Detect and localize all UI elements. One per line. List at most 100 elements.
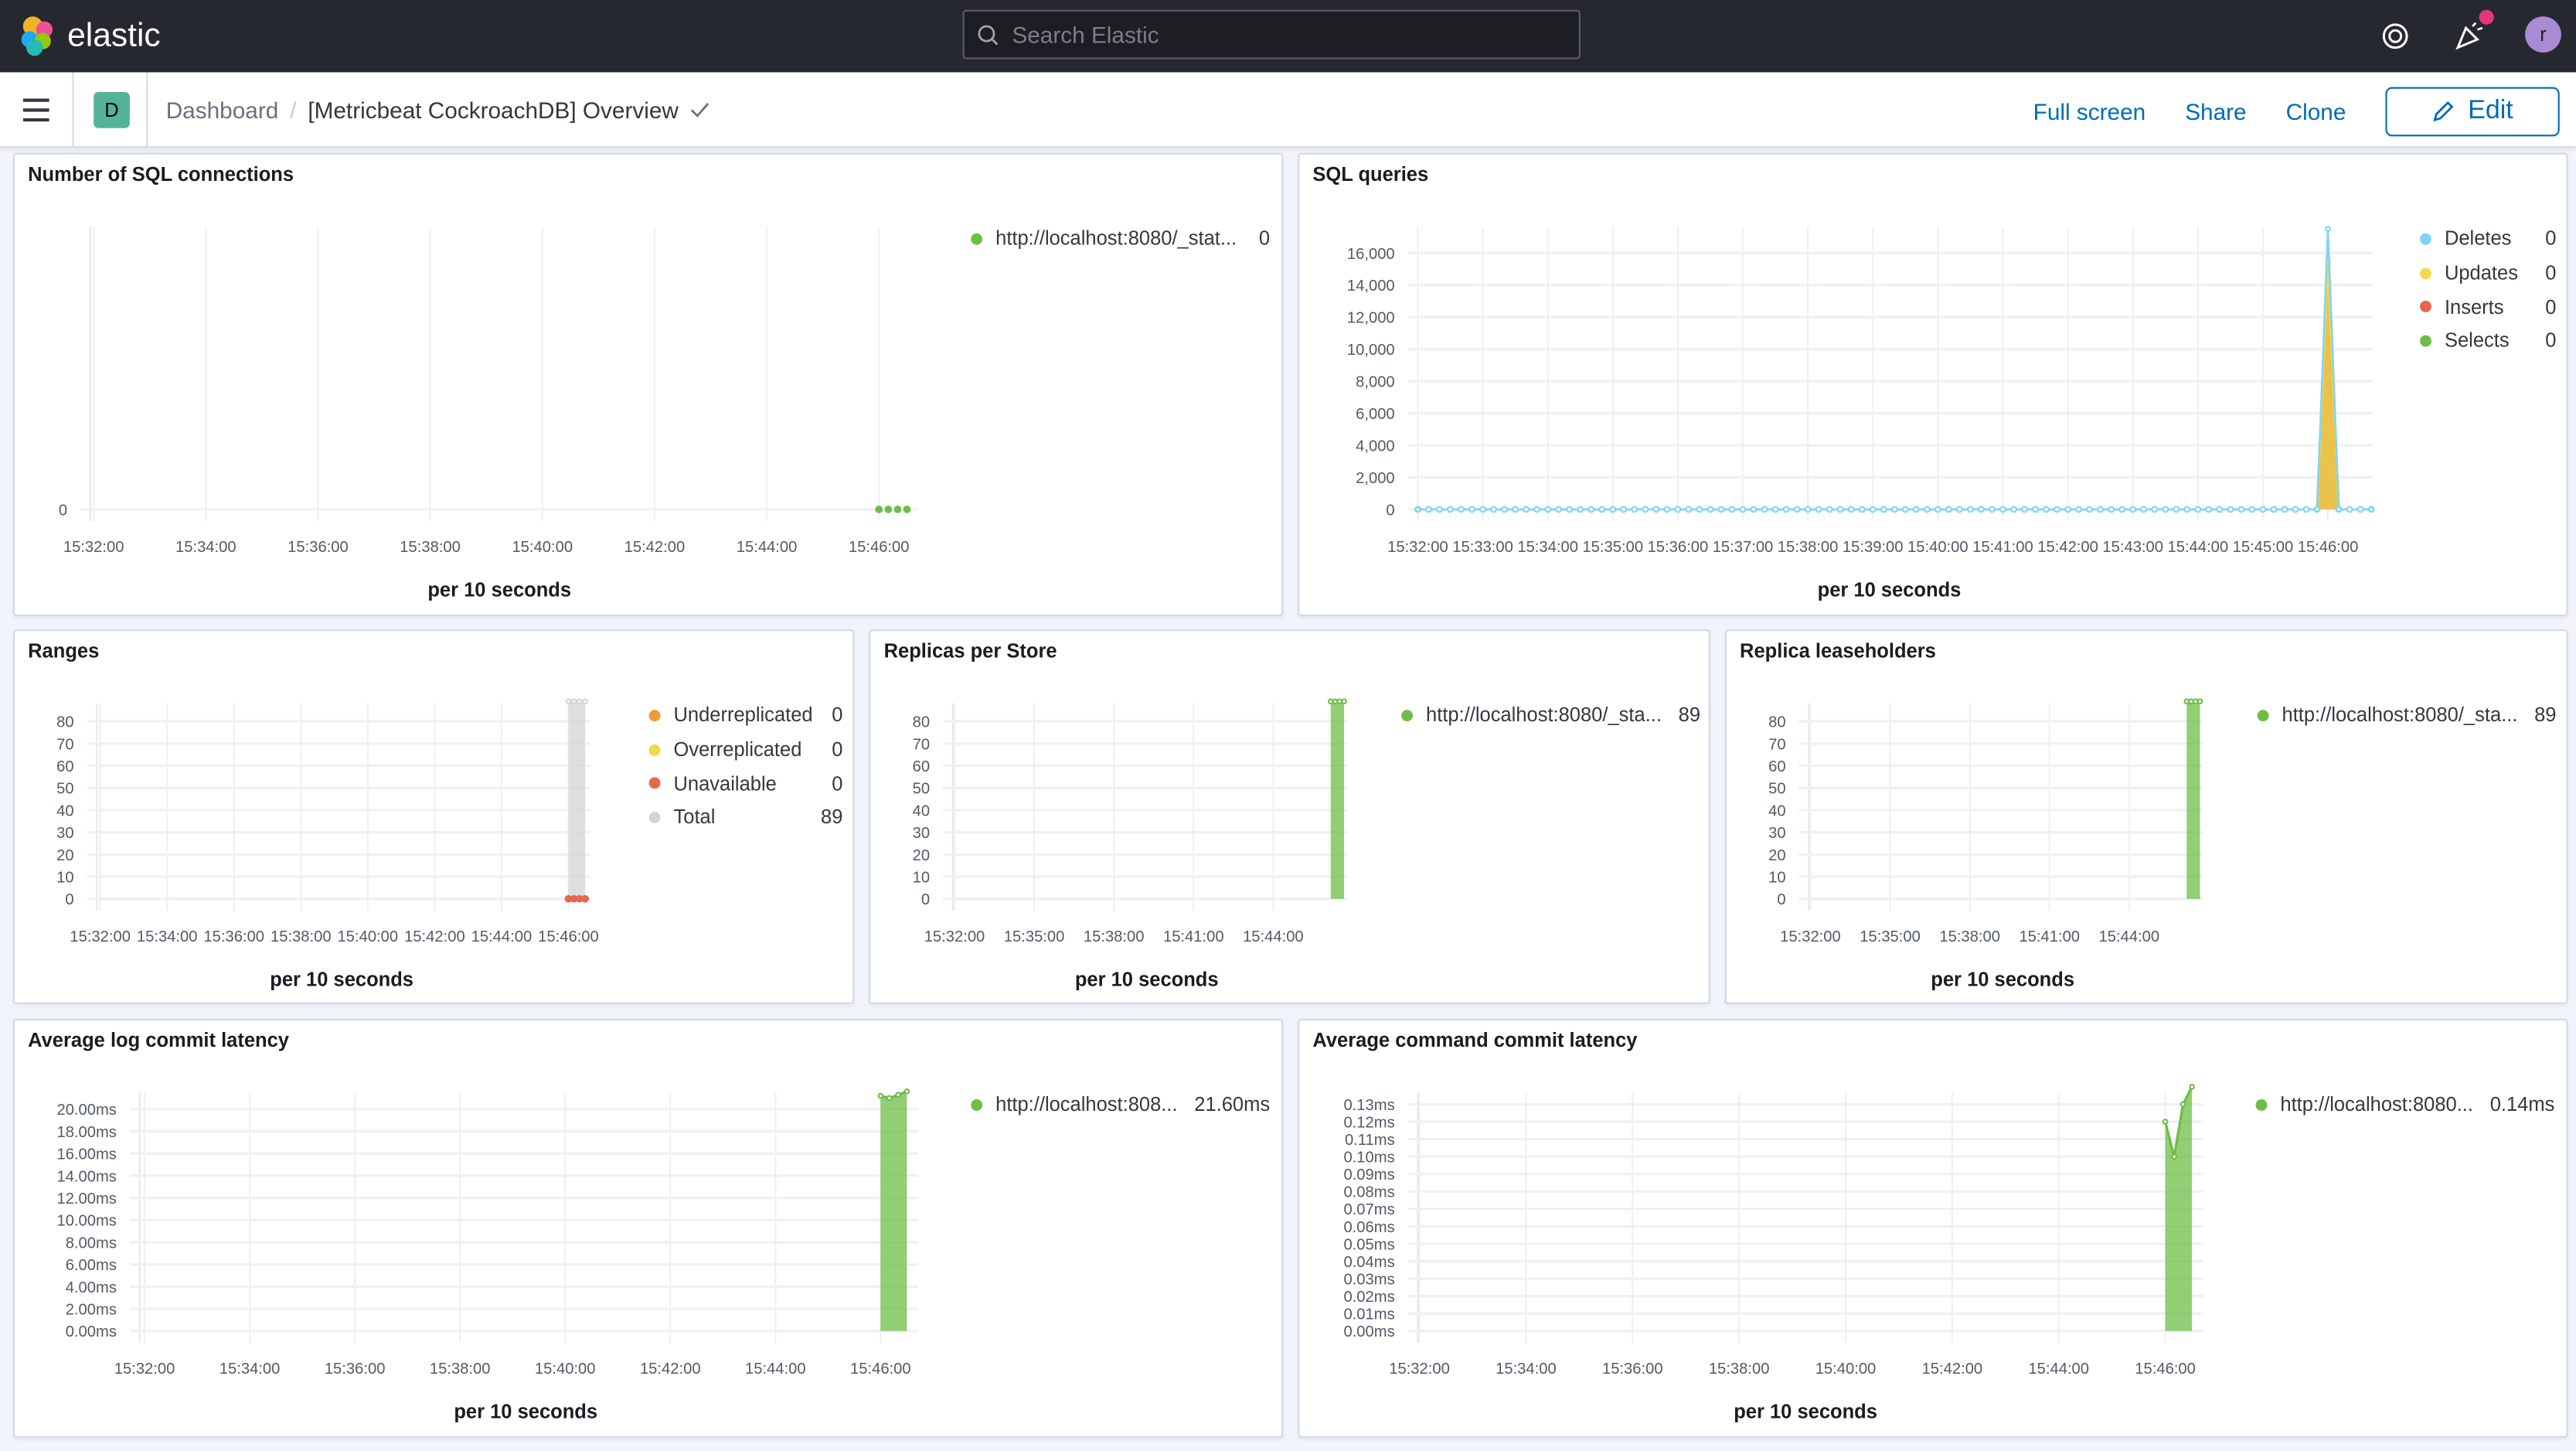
breadcrumb-dashboard[interactable]: Dashboard: [165, 97, 279, 124]
data-point: [1934, 506, 1941, 513]
legend-item[interactable]: http://localhost:808... 21.60ms: [971, 1088, 1270, 1122]
legend-value: 0: [2545, 329, 2557, 353]
user-avatar[interactable]: r: [2525, 16, 2561, 53]
legend: http://localhost:8080/_stat... 0: [971, 222, 1270, 256]
x-tick-label: 15:42:00: [1922, 1361, 1983, 1378]
data-point: [1566, 506, 1574, 513]
legend-color-dot-icon: [971, 233, 983, 245]
legend-item[interactable]: Total 89: [648, 800, 842, 834]
legend-label: http://localhost:8080/_sta...: [2282, 703, 2518, 727]
y-tick-label: 50: [913, 781, 930, 798]
y-tick-label: 8,000: [1356, 374, 1395, 391]
data-point: [1512, 506, 1519, 513]
search-bar[interactable]: [962, 9, 1581, 60]
legend: Deletes 0 Updates 0 Inserts 0 Selects 0: [2420, 222, 2556, 358]
data-point: [2162, 506, 2169, 513]
x-tick-label: 15:36:00: [1648, 539, 1709, 556]
y-tick-label: 18.00ms: [56, 1124, 116, 1141]
x-tick-label: 15:34:00: [1517, 539, 1578, 556]
y-tick-label: 6.00ms: [66, 1257, 117, 1274]
x-tick-label: 15:37:00: [1713, 539, 1774, 556]
data-point: [2248, 506, 2256, 513]
legend-item[interactable]: Underreplicated 0: [648, 698, 842, 732]
edit-label: Edit: [2468, 97, 2513, 125]
x-tick-label: 15:35:00: [1004, 928, 1065, 945]
newsfeed-icon[interactable]: [2453, 20, 2486, 53]
space-avatar[interactable]: D: [94, 92, 130, 128]
legend-color-dot-icon: [648, 811, 661, 823]
y-tick-label: 8.00ms: [66, 1235, 117, 1252]
y-tick-label: 30: [1768, 825, 1785, 842]
data-point: [2270, 506, 2278, 513]
y-tick-label: 0.01ms: [1343, 1306, 1394, 1323]
panel-title: SQL queries: [1312, 162, 1429, 186]
data-point: [877, 1092, 884, 1099]
x-tick-label: 15:32:00: [70, 928, 131, 945]
x-tick-label: 15:40:00: [1907, 539, 1969, 556]
help-icon[interactable]: [2379, 20, 2412, 53]
data-point: [1577, 506, 1584, 513]
data-point: [1826, 506, 1833, 513]
data-point: [2346, 506, 2353, 513]
data-point: [1652, 506, 1660, 513]
y-tick-label: 60: [913, 758, 930, 775]
legend: http://localhost:8080/_sta... 89: [1401, 698, 1700, 732]
y-tick-label: 50: [1768, 781, 1785, 798]
clone-button[interactable]: Clone: [2285, 98, 2346, 125]
menu-icon[interactable]: [22, 98, 49, 122]
data-point: [2054, 506, 2061, 513]
data-point: [1587, 506, 1595, 513]
legend-value: 0: [2545, 227, 2557, 250]
dashboard-navbar: D Dashboard / [Metricbeat CockroachDB] O…: [0, 72, 2576, 148]
search-input[interactable]: [1012, 21, 1538, 48]
full-screen-button[interactable]: Full screen: [2033, 98, 2146, 125]
data-point: [1696, 506, 1703, 513]
data-point: [1977, 506, 1985, 513]
y-tick-label: 2.00ms: [66, 1302, 117, 1319]
data-point: [1761, 506, 1768, 513]
legend-item[interactable]: http://localhost:8080/_sta... 89: [2257, 698, 2556, 732]
y-tick-label: 0.11ms: [1345, 1132, 1395, 1149]
y-tick-label: 20: [913, 847, 930, 864]
data-point: [1609, 506, 1617, 513]
legend-item[interactable]: Inserts 0: [2420, 290, 2556, 324]
legend-item[interactable]: http://localhost:8080/_sta... 89: [1401, 698, 1700, 732]
edit-button[interactable]: Edit: [2385, 87, 2560, 137]
data-point: [577, 698, 583, 705]
notification-badge: [2479, 9, 2494, 25]
y-tick-label: 10,000: [1347, 342, 1395, 359]
legend-item[interactable]: Selects 0: [2420, 324, 2556, 358]
data-point: [1707, 506, 1714, 513]
legend-item[interactable]: Updates 0: [2420, 256, 2556, 290]
legend-color-dot-icon: [2420, 301, 2431, 313]
data-point: [875, 506, 883, 513]
data-point: [1750, 506, 1758, 513]
legend-label: http://localhost:8080/_sta...: [1426, 703, 1662, 727]
data-point: [1544, 506, 1552, 513]
x-tick-label: 15:46:00: [538, 928, 599, 945]
legend-item[interactable]: http://localhost:8080/_stat... 0: [971, 222, 1270, 256]
legend-item[interactable]: Deletes 0: [2420, 222, 2556, 256]
elastic-logo[interactable]: elastic: [18, 15, 161, 57]
data-point: [1988, 506, 1996, 513]
checkmark-icon: [690, 103, 710, 118]
legend-color-dot-icon: [2420, 267, 2431, 279]
legend-item[interactable]: http://localhost:8080... 0.14ms: [2255, 1088, 2555, 1122]
panel-title: Replicas per Store: [883, 639, 1057, 662]
panel-number-of-sql-connections: Number of SQL connections 15:32:00 15:34:0…: [13, 152, 1284, 617]
x-axis-title: per 10 seconds: [1734, 1400, 1877, 1423]
legend-value: 0.14ms: [2489, 1093, 2555, 1117]
y-tick-label: 60: [1768, 758, 1785, 775]
x-tick-label: 15:46:00: [2135, 1361, 2196, 1378]
legend-item[interactable]: Unavailable 0: [648, 766, 842, 800]
x-tick-label: 15:32:00: [1389, 1361, 1450, 1378]
data-point: [2314, 506, 2320, 513]
data-point: [2151, 506, 2159, 513]
legend-item[interactable]: Overreplicated 0: [648, 732, 842, 766]
share-button[interactable]: Share: [2185, 98, 2247, 125]
data-point: [2118, 506, 2126, 513]
x-tick-label: 15:38:00: [430, 1361, 491, 1378]
legend: http://localhost:8080... 0.14ms: [2255, 1088, 2555, 1122]
legend-color-dot-icon: [648, 709, 661, 721]
data-point: [2302, 506, 2310, 513]
